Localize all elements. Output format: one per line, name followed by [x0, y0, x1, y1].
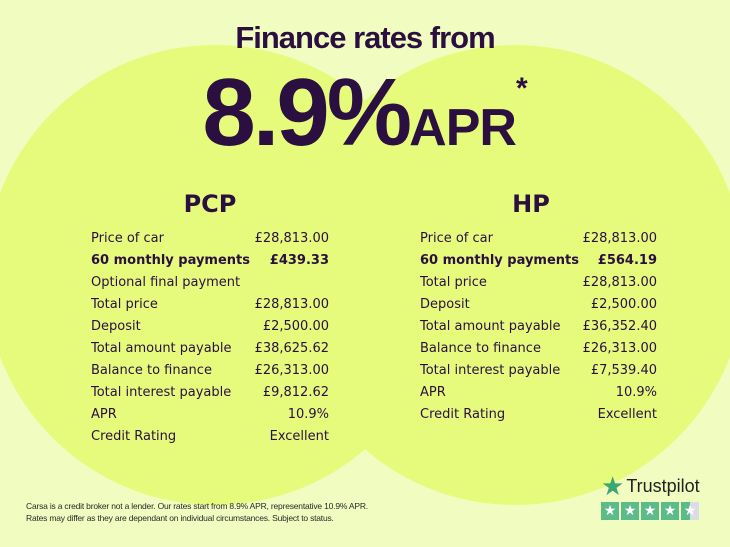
decorative-circle-right [285, 45, 730, 505]
row-value: £2,500.00 [262, 319, 329, 334]
star-icon: ★ [641, 502, 659, 520]
row-label: Credit Rating [420, 407, 506, 422]
row-label: Deposit [91, 319, 141, 334]
trustpilot-name: Trustpilot [626, 475, 700, 496]
row-value: Excellent [269, 429, 329, 444]
row-label: APR [420, 385, 446, 400]
row-value: £36,352.40 [582, 319, 657, 334]
asterisk: * [515, 72, 528, 105]
row-value: £9,812.62 [262, 385, 329, 400]
star-icon: ★ [661, 502, 679, 520]
row-value: £2,500.00 [590, 297, 657, 312]
row-label: 60 monthly payments [420, 253, 579, 268]
row-value: £564.19 [597, 253, 657, 268]
row-value: £28,813.00 [582, 275, 657, 290]
row-value: £439.33 [269, 253, 329, 268]
apr-label: APR [409, 99, 517, 157]
table-row: Total amount payable £38,625.62 [91, 339, 329, 361]
disclaimer-line-1: Carsa is a credit broker not a lender. O… [26, 501, 368, 511]
row-label: Balance to finance [91, 363, 212, 378]
table-row: 60 monthly payments £564.19 [420, 251, 657, 273]
table-row: Deposit £2,500.00 [91, 317, 329, 339]
table-row: Credit Rating Excellent [420, 405, 657, 427]
row-label: Total interest payable [420, 363, 561, 378]
table-row: Deposit £2,500.00 [420, 295, 657, 317]
disclaimer: Carsa is a credit broker not a lender. O… [26, 500, 368, 524]
trustpilot-badge: ★ Trustpilot ★ ★ ★ ★ ★ [601, 471, 700, 520]
row-label: Total price [91, 297, 158, 312]
pcp-title: PCP [183, 190, 237, 218]
row-label: Price of car [420, 231, 493, 246]
row-value: £28,813.00 [254, 297, 329, 312]
row-label: 60 monthly payments [91, 253, 250, 268]
row-value: 10.9% [287, 407, 329, 422]
row-label: Total interest payable [91, 385, 232, 400]
row-label: Credit Rating [91, 429, 177, 444]
star-icon: ★ [681, 502, 699, 520]
headline-rate: 8.9%APR* [0, 58, 730, 168]
row-label: Total amount payable [420, 319, 561, 334]
disclaimer-line-2: Rates may differ as they are dependant o… [26, 513, 334, 523]
table-row: Price of car £28,813.00 [420, 229, 657, 251]
table-row: Price of car £28,813.00 [91, 229, 329, 251]
row-label: Optional final payment [91, 275, 241, 290]
headline: Finance rates from [235, 20, 495, 55]
pcp-table: Price of car £28,813.00 60 monthly payment… [91, 229, 329, 449]
table-row: APR 10.9% [420, 383, 657, 405]
table-row: Total interest payable £7,539.40 [420, 361, 657, 383]
row-value: £38,625.62 [254, 341, 329, 356]
table-row: Total price £28,813.00 [420, 273, 657, 295]
rate-value: 8.9% [202, 59, 412, 166]
row-label: Deposit [420, 297, 470, 312]
table-row: Balance to finance £26,313.00 [420, 339, 657, 361]
row-value: Excellent [597, 407, 657, 422]
row-label: APR [91, 407, 117, 422]
table-row: Total price £28,813.00 [91, 295, 329, 317]
star-icon: ★ [601, 502, 619, 520]
row-value: £7,539.40 [590, 363, 657, 378]
hp-title: HP [512, 190, 550, 218]
table-row: APR 10.9% [91, 405, 329, 427]
row-label: Total amount payable [91, 341, 232, 356]
table-row: Credit Rating Excellent [91, 427, 329, 449]
table-row: Total amount payable £36,352.40 [420, 317, 657, 339]
row-label: Balance to finance [420, 341, 541, 356]
row-label: Price of car [91, 231, 164, 246]
row-label: Total price [420, 275, 487, 290]
row-value: 10.9% [615, 385, 657, 400]
row-value: £26,313.00 [582, 341, 657, 356]
row-value: £26,313.00 [254, 363, 329, 378]
star-icon: ★ [621, 502, 639, 520]
trustpilot-logo: ★ Trustpilot [601, 471, 700, 501]
row-value: £28,813.00 [254, 231, 329, 246]
table-row: Total interest payable £9,812.62 [91, 383, 329, 405]
table-row: 60 monthly payments £439.33 [91, 251, 329, 273]
row-value: £28,813.00 [582, 231, 657, 246]
table-row: Optional final payment [91, 273, 329, 295]
hp-table: Price of car £28,813.00 60 monthly payment… [420, 229, 657, 427]
trustpilot-rating: ★ ★ ★ ★ ★ [601, 502, 700, 520]
table-row: Balance to finance £26,313.00 [91, 361, 329, 383]
star-icon: ★ [601, 471, 625, 501]
